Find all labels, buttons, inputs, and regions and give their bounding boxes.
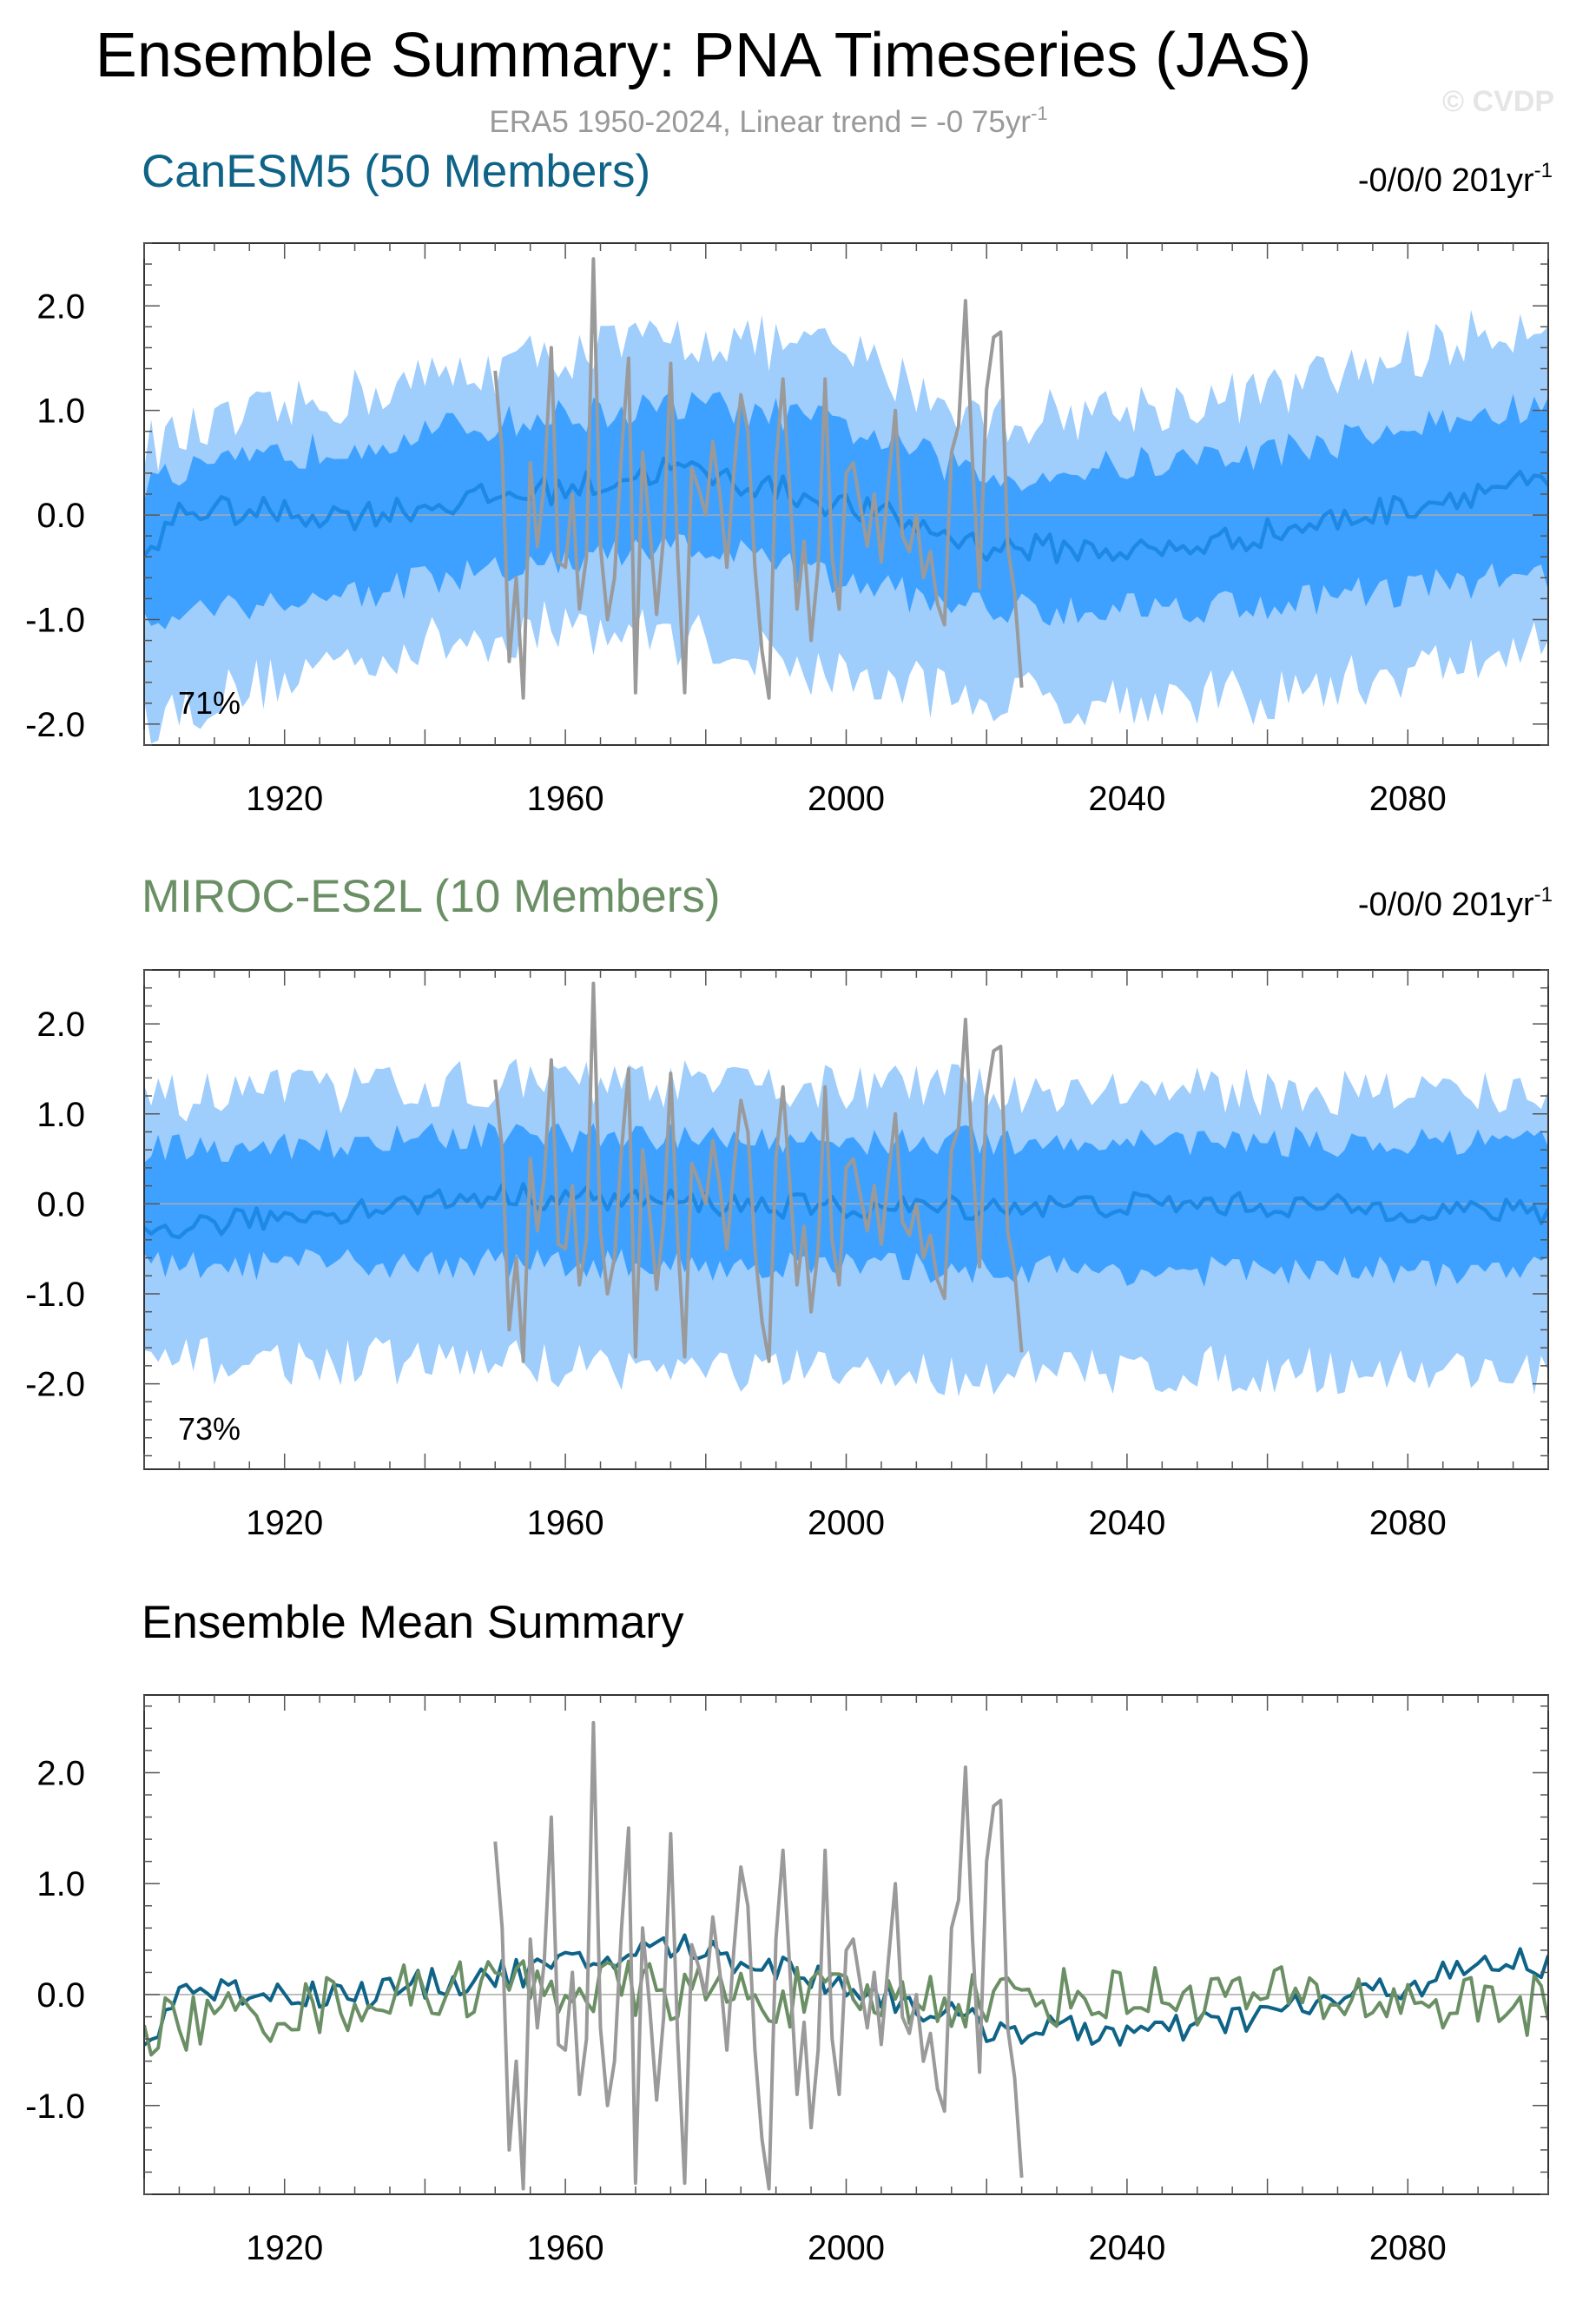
y-tick-label: 1.0 xyxy=(36,392,85,431)
panel-miroc-title: MIROC-ES2L (10 Members) xyxy=(142,871,721,922)
y-tick-label: 2.0 xyxy=(36,287,85,326)
y-tick-label: -1.0 xyxy=(25,602,85,640)
x-tick-label: 1960 xyxy=(527,1504,604,1542)
canesm5-band-dark xyxy=(144,391,1548,630)
miroc-line-obs xyxy=(493,981,1024,1363)
panel-miroc: MIROC-ES2L (10 Members) -0/0/0 201yr-1 1… xyxy=(25,871,1553,1542)
x-tick-label: 1920 xyxy=(246,780,323,818)
y-tick-label: 0.0 xyxy=(36,497,85,535)
panel-canesm5-title: CanESM5 (50 Members) xyxy=(142,146,650,197)
y-tick-label: -1.0 xyxy=(25,1276,85,1314)
summary-frame xyxy=(143,1694,1549,2195)
summary-line-canesm5 xyxy=(144,1933,1548,2048)
canesm5-line-obs xyxy=(493,257,1024,700)
y-tick-label: 0.0 xyxy=(36,1976,85,2015)
panel-summary-plot: 1920 1960 2000 2040 2080 -1.0 0.0 1.0 2.0 xyxy=(25,1694,1549,2267)
y-tick-label: 1.0 xyxy=(36,1096,85,1134)
y-tick-label: -2.0 xyxy=(25,706,85,744)
y-tick-label: 2.0 xyxy=(36,1754,85,1792)
panel-canesm5-trend: -0/0/0 201yr-1 xyxy=(1358,159,1553,199)
x-tick-label: 2000 xyxy=(808,780,885,818)
x-tick-label: 2080 xyxy=(1369,780,1447,818)
panel-miroc-plot: 1920 1960 2000 2040 2080 -2.0 -1.0 0.0 1.0 2.0 xyxy=(25,969,1549,1542)
x-tick-label: 2040 xyxy=(1088,1504,1165,1542)
x-tick-label: 2080 xyxy=(1369,2229,1447,2267)
x-tick-label: 1920 xyxy=(246,2229,323,2267)
miroc-band-dark xyxy=(144,1122,1548,1288)
subtitle-text: ERA5 1950-2024, Linear trend = -0 75yr xyxy=(489,105,1031,139)
x-tick-label: 2000 xyxy=(808,1504,885,1542)
x-tick-label: 2080 xyxy=(1369,1504,1447,1542)
panel-miroc-trend: -0/0/0 201yr-1 xyxy=(1358,883,1553,923)
watermark: © CVDP xyxy=(1442,85,1554,118)
panel-canesm5-trend-text: -0/0/0 201yr xyxy=(1358,162,1534,199)
panel-miroc-percent: 73% xyxy=(178,1411,241,1447)
miroc-line-mean xyxy=(144,1182,1548,1240)
panel-canesm5-plot: 1920 1960 2000 2040 2080 -2.0 -1.0 0.0 1.0 2.0 xyxy=(25,242,1549,818)
y-tick-label: 2.0 xyxy=(36,1006,85,1044)
panel-canesm5-trend-sup: -1 xyxy=(1534,159,1553,182)
x-tick-label: 1920 xyxy=(246,1504,323,1542)
y-tick-label: 0.0 xyxy=(36,1185,85,1223)
panel-miroc-trend-sup: -1 xyxy=(1534,883,1553,907)
panel-miroc-trend-text: -0/0/0 201yr xyxy=(1358,887,1534,923)
x-tick-label: 2040 xyxy=(1088,2229,1165,2267)
summary-line-obs xyxy=(493,1720,1024,2191)
x-tick-label: 2040 xyxy=(1088,780,1165,818)
subtitle-superscript: -1 xyxy=(1031,102,1048,124)
plot-body xyxy=(144,981,1548,1397)
x-tick-label: 1960 xyxy=(527,2229,604,2267)
panel-summary-title: Ensemble Mean Summary xyxy=(142,1597,684,1648)
plot-body xyxy=(144,1720,1548,2191)
y-tick-label: -1.0 xyxy=(25,2087,85,2126)
panel-summary: Ensemble Mean Summary 1920 1960 2000 2040 20… xyxy=(25,1597,1549,2267)
figure-subtitle: ERA5 1950-2024, Linear trend = -0 75yr-1 xyxy=(489,102,1047,139)
x-tick-label: 1960 xyxy=(527,780,604,818)
y-tick-label: 1.0 xyxy=(36,1865,85,1903)
x-tick-label: 2000 xyxy=(808,2229,885,2267)
y-tick-label: -2.0 xyxy=(25,1366,85,1404)
figure-title: Ensemble Summary: PNA Timeseries (JAS) xyxy=(96,21,1311,90)
panel-canesm5: CanESM5 (50 Members) -0/0/0 201yr-1 1920… xyxy=(25,146,1553,818)
panel-canesm5-percent: 71% xyxy=(178,685,241,721)
plot-body xyxy=(144,257,1548,744)
